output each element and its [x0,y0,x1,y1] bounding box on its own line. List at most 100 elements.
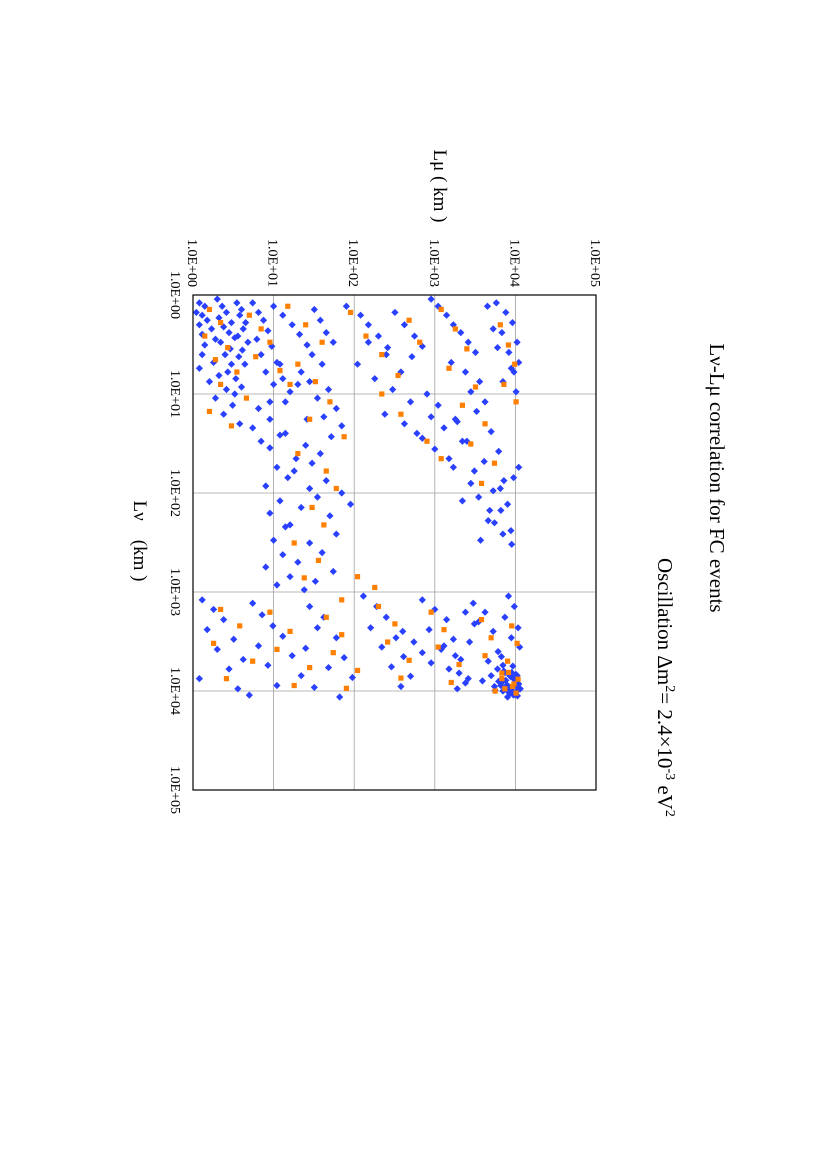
data-point-diamond [498,329,506,337]
data-point-diamond [222,385,231,394]
data-point-diamond [276,497,284,505]
data-point-square [488,635,494,641]
data-point-diamond [238,346,246,354]
data-point-square [379,352,385,358]
data-point-diamond [288,321,296,329]
data-point-square [309,504,315,511]
data-point-diamond [216,338,225,346]
data-point-diamond [499,530,507,538]
data-point-diamond [270,380,278,389]
data-point-diamond [249,599,257,607]
data-point-diamond [382,351,390,359]
data-point-diamond [423,390,431,398]
x-tick-label: 1.0E+03 [167,568,182,616]
data-point-diamond [295,330,304,338]
plot-frame [192,294,597,791]
data-point-square [267,339,273,345]
data-point-square [287,628,293,634]
data-point-diamond [213,295,221,303]
data-point-diamond [399,627,407,635]
data-point-diamond [215,371,223,380]
data-point-diamond [453,685,461,693]
data-point-diamond [205,378,214,386]
data-point-square [202,333,208,339]
data-point-diamond [356,311,365,319]
data-point-square [441,627,447,633]
data-point-diamond [410,638,418,646]
data-point-diamond [413,429,421,437]
data-point-square [478,480,485,487]
data-point-diamond [501,613,509,621]
data-point-square [452,326,458,332]
data-point-diamond [249,424,257,432]
data-point-square [228,423,235,429]
data-point-square [323,614,329,620]
data-point-square [206,306,213,313]
data-point-diamond [338,422,346,430]
data-point-diamond [465,638,474,646]
data-point-diamond [221,351,229,359]
data-point-diamond [461,608,470,616]
data-point-diamond [508,688,517,696]
data-point-diamond [340,654,348,662]
data-point-diamond [288,652,296,660]
data-point-diamond [499,661,507,669]
data-point-diamond [266,415,274,423]
data-point-square [385,639,391,645]
data-point-diamond [320,413,328,421]
data-point-diamond [509,662,517,670]
data-point-diamond [273,681,281,690]
data-point-diamond [503,693,512,701]
data-point-square [501,381,507,388]
data-point-square [398,411,404,417]
data-point-diamond [359,592,367,600]
data-point-diamond [367,624,375,632]
data-point-diamond [281,398,289,406]
data-point-diamond [515,680,523,688]
data-point-diamond [489,325,497,333]
annotation-sup2: -3 [662,768,677,780]
data-point-diamond [213,645,221,653]
data-point-diamond [475,493,483,501]
data-point-diamond [220,615,228,624]
annotation-middle: = 2.4×10 [653,692,677,768]
data-point-diamond [471,348,480,356]
data-point-diamond [489,487,497,495]
data-point-diamond [279,632,287,640]
data-point-diamond [286,573,294,581]
data-point-diamond [249,299,257,307]
data-point-diamond [306,539,314,547]
data-point-diamond [440,424,448,432]
data-point-diamond [332,404,340,413]
data-point-diamond [389,385,397,394]
data-point-diamond [297,672,305,680]
data-point-diamond [457,655,465,664]
data-point-diamond [311,577,319,585]
data-point-square [285,303,291,309]
data-point-diamond [297,368,305,376]
data-point-diamond [227,318,236,327]
data-point-diamond [381,410,389,418]
data-point-diamond [329,567,337,576]
data-point-diamond [464,338,472,346]
data-point-square [234,369,240,375]
data-point-diamond [303,341,311,349]
data-point-diamond [308,351,316,359]
data-point-diamond [493,344,502,352]
data-point-diamond [268,342,276,350]
data-point-diamond [434,401,442,409]
data-point-diamond [310,683,318,692]
data-point-square [515,676,521,682]
data-point-diamond [254,404,263,413]
data-point-square [217,381,224,388]
data-point-square [511,681,517,687]
data-point-diamond [229,401,237,409]
data-point-diamond [475,618,483,626]
data-point-diamond [399,653,408,661]
data-point-diamond [297,503,305,512]
data-point-square [277,367,283,374]
data-point-diamond [201,341,209,349]
data-point-diamond [472,407,481,416]
data-point-square [323,468,329,474]
data-point-diamond [467,479,475,488]
